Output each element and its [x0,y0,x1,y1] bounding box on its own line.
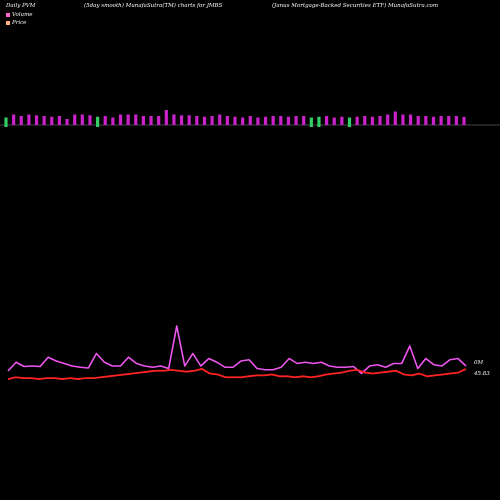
volume-bar-down-tick [317,125,321,127]
volume-bar [401,114,405,125]
volume-bar [447,116,451,125]
volume-bar [118,114,123,125]
volume-bar [157,116,161,125]
volume-bar [424,116,428,125]
volume-bar [73,114,77,125]
price-line [7,368,467,380]
volume-bar [149,116,153,125]
volume-line-label: 0M [474,360,483,366]
volume-bar [218,114,222,125]
volume-bars [4,110,466,127]
header-left: Daily PVM [6,3,36,9]
volume-bar [50,116,54,125]
volume-bar-down-tick [309,125,313,127]
legend-price-swatch [6,21,10,25]
volume-bar [19,116,23,125]
volume-bar [355,116,359,125]
volume-line [7,325,467,375]
legend-volume-label: Volume [12,12,33,18]
volume-bar [256,117,260,125]
volume-bar [332,117,336,125]
volume-bar [241,117,245,125]
volume-bar [233,116,237,125]
volume-bar [134,114,138,125]
volume-bar [195,116,199,125]
volume-bar [202,116,207,125]
legend-price-label: Price [12,20,27,26]
volume-bar [12,114,16,125]
volume-bar [317,116,321,125]
line-series [7,325,467,380]
volume-bar [225,116,229,125]
volume-bar [126,114,130,125]
legend-price: Price [6,20,26,26]
volume-bar [431,116,436,125]
volume-bar [248,116,252,125]
volume-bar-down-tick [96,125,100,127]
volume-bar [386,114,390,125]
header-middle: (5day smooth) MunafaSutra(TM) charts for… [84,3,223,9]
volume-bar [42,116,46,125]
volume-bar [80,114,84,125]
volume-bar [141,116,145,125]
volume-bar [302,116,306,125]
volume-bar [210,116,214,125]
legend-volume: Volume [6,12,33,18]
volume-bar [294,116,298,125]
volume-bar [279,116,283,125]
volume-bar-down-tick [347,125,352,127]
volume-bar [408,114,413,125]
volume-bar [286,116,291,125]
volume-bar [88,115,92,125]
volume-bar [27,114,31,125]
volume-bar [111,117,115,125]
volume-bar [179,115,184,125]
volume-bar [439,116,443,125]
volume-bar [363,116,367,125]
volume-bar [57,116,62,125]
volume-bar-down-tick [4,125,8,127]
header-right: (Janus Mortgage-Backed Securities ETF) M… [272,3,439,9]
volume-bar [103,116,107,125]
volume-bar [271,116,275,125]
volume-bar [263,116,268,125]
volume-bar [65,119,69,125]
volume-bar [378,116,382,125]
volume-bar [34,115,39,125]
volume-bar [393,111,397,125]
volume-bar [172,114,176,125]
volume-bar [347,117,352,125]
volume-bar [309,117,313,125]
volume-bar [370,116,374,125]
volume-bar [187,115,191,125]
volume-bar [96,116,100,125]
volume-bar [4,117,8,125]
volume-bar [454,116,458,125]
volume-bar [462,116,466,125]
volume-bar [325,116,329,125]
price-line-label: 45.83 [473,371,490,377]
legend-volume-swatch [6,13,10,17]
volume-bar [340,116,344,125]
volume-bar [164,110,168,125]
volume-bar [416,116,420,125]
